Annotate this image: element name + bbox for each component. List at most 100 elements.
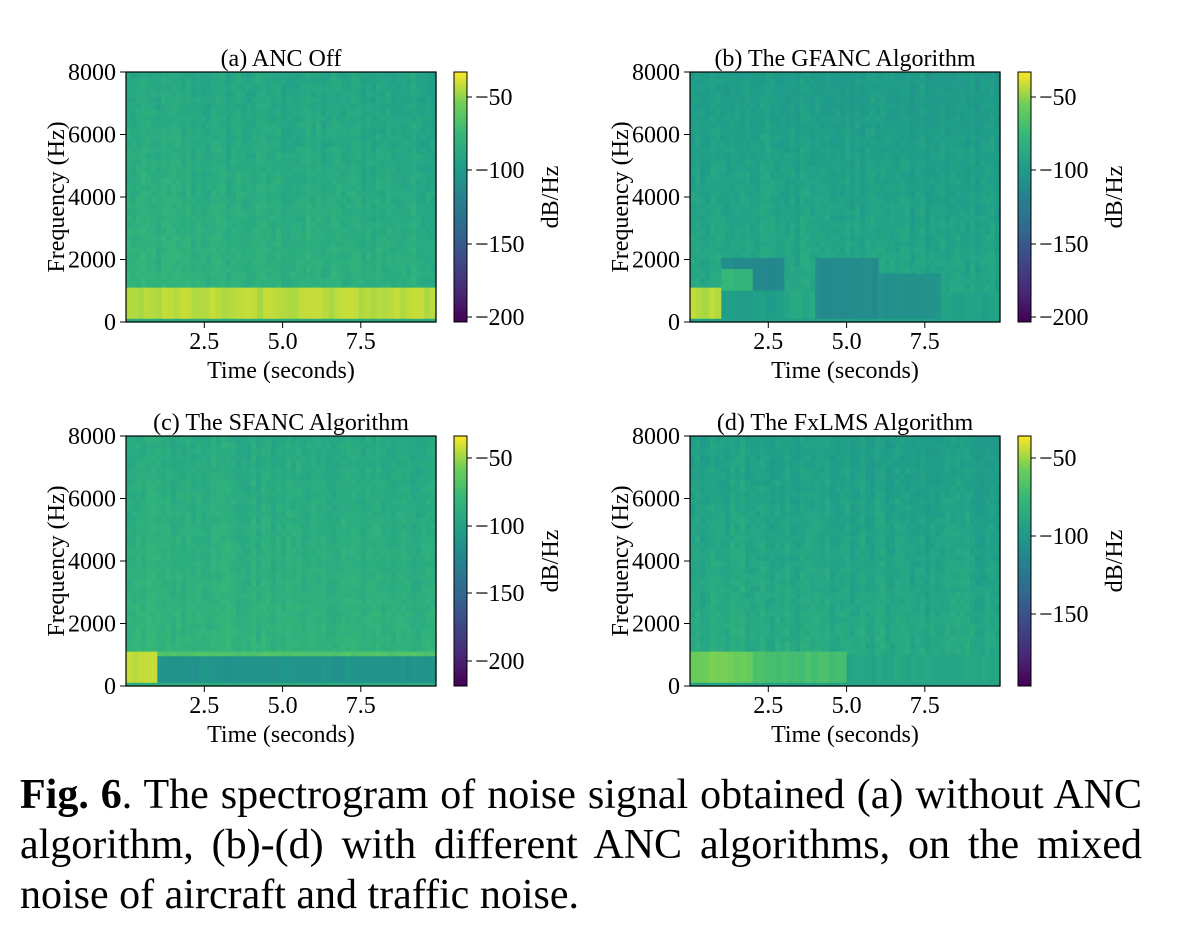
spectrogram-cell	[765, 97, 771, 104]
spectrogram-cell	[336, 165, 342, 173]
spectrogram-cell	[720, 103, 726, 111]
spectrogram-cell	[356, 90, 362, 98]
spectrogram-cell	[715, 72, 721, 79]
spectrogram-cell	[326, 259, 332, 267]
spectrogram-cell	[820, 165, 826, 173]
spectrogram-cell	[261, 203, 267, 211]
spectrogram-cell	[925, 115, 931, 123]
spectrogram-cell	[925, 109, 931, 117]
spectrogram-cell	[915, 128, 921, 136]
spectrogram-cell	[266, 184, 272, 192]
spectrogram-cell	[850, 103, 856, 111]
spectrogram-cell	[850, 234, 856, 242]
spectrogram-cell	[276, 115, 282, 123]
spectrogram-cell	[221, 90, 227, 98]
spectrogram-cell	[790, 153, 796, 161]
spectrogram-cell	[156, 203, 162, 211]
spectrogram-cell	[810, 97, 816, 104]
spectrogram-cell	[990, 222, 996, 229]
spectrogram-cell	[346, 90, 352, 98]
spectrogram-cell	[765, 78, 771, 86]
spectrogram-cell	[820, 78, 826, 86]
spectrogram-cell	[391, 228, 397, 236]
spectrogram-cell	[990, 165, 996, 173]
spectrogram-cell	[920, 203, 926, 211]
spectrogram-cell	[760, 203, 766, 211]
spectrogram-cell	[815, 103, 821, 111]
spectrogram-cell	[386, 78, 392, 86]
spectrogram-cell	[126, 253, 132, 261]
spectrogram-cell	[800, 165, 806, 173]
spectrogram-cell	[236, 184, 242, 192]
spectrogram-cell	[810, 115, 816, 123]
spectrogram-cell	[850, 253, 856, 261]
spectrogram-cell	[211, 172, 217, 179]
spectrogram-cell	[151, 265, 157, 273]
spectrogram-cell	[840, 184, 846, 192]
spectrogram-cell	[371, 72, 377, 79]
spectrogram-cell	[905, 72, 911, 79]
spectrogram-cell	[161, 115, 167, 123]
spectrogram-cell	[910, 259, 916, 267]
spectrogram-cell	[980, 153, 986, 161]
spectrogram-cell	[256, 122, 262, 129]
spectrogram-cell	[790, 90, 796, 98]
spectrogram-cell	[980, 259, 986, 267]
spectrogram-cell	[890, 97, 896, 104]
spectrogram-cell	[356, 147, 362, 154]
spectrogram-cell	[391, 197, 397, 204]
spectrogram-cell	[281, 159, 287, 167]
spectrogram-cell	[276, 234, 282, 242]
spectrogram-cell	[950, 72, 956, 79]
spectrogram-cell	[975, 278, 981, 286]
spectrogram-cell	[955, 72, 961, 79]
spectrogram-cell	[885, 259, 891, 267]
spectrogram-cell	[985, 247, 991, 254]
spectrogram-cell	[301, 209, 307, 217]
spectrogram-cell	[411, 78, 417, 86]
spectrogram-cell	[241, 84, 247, 92]
spectrogram-cell	[351, 190, 357, 198]
spectrogram-cell	[341, 190, 347, 198]
spectrogram-cell	[745, 197, 751, 204]
spectrogram-cell	[735, 97, 741, 104]
spectrogram-cell	[870, 178, 876, 186]
spectrogram-cell	[266, 78, 272, 86]
spectrogram-cell	[990, 234, 996, 242]
spectrogram-cell	[785, 97, 791, 104]
spectrogram-cell	[875, 222, 881, 229]
spectrogram-cell	[321, 228, 327, 236]
spectrogram-cell	[191, 78, 197, 86]
spectrogram-cell	[356, 115, 362, 123]
spectrogram-cell	[236, 97, 242, 104]
spectrogram-cell	[875, 78, 881, 86]
spectrogram-cell	[955, 272, 961, 279]
spectrogram-cell	[346, 240, 352, 248]
spectrogram-cell	[271, 103, 277, 111]
spectrogram-cell	[875, 90, 881, 98]
spectrogram-cell	[171, 278, 177, 286]
spectrogram-cell	[381, 272, 387, 279]
spectrogram-cell	[231, 197, 237, 204]
spectrogram-cell	[141, 172, 147, 179]
spectrogram-cell	[376, 272, 382, 279]
spectrogram-cell	[735, 147, 741, 154]
spectrogram-cell	[406, 259, 412, 267]
spectrogram-cell	[251, 90, 257, 98]
spectrogram-cell	[745, 247, 751, 254]
spectrogram-cell	[176, 109, 182, 117]
spectrogram-cell	[361, 272, 367, 279]
spectrogram-cell	[366, 190, 372, 198]
spectrogram-cell	[426, 78, 432, 86]
spectrogram-cell	[231, 134, 237, 142]
spectrogram-cell	[256, 72, 262, 79]
spectrogram-cell	[755, 247, 761, 254]
spectrogram-cell	[291, 140, 297, 148]
spectrogram-cell	[925, 222, 931, 229]
spectrogram-cell	[306, 134, 312, 142]
spectrogram-cell	[690, 128, 696, 136]
spectrogram-cell	[226, 159, 232, 167]
spectrogram-cell	[306, 128, 312, 136]
spectrogram-cell	[141, 128, 147, 136]
spectrogram-cell	[426, 147, 432, 154]
